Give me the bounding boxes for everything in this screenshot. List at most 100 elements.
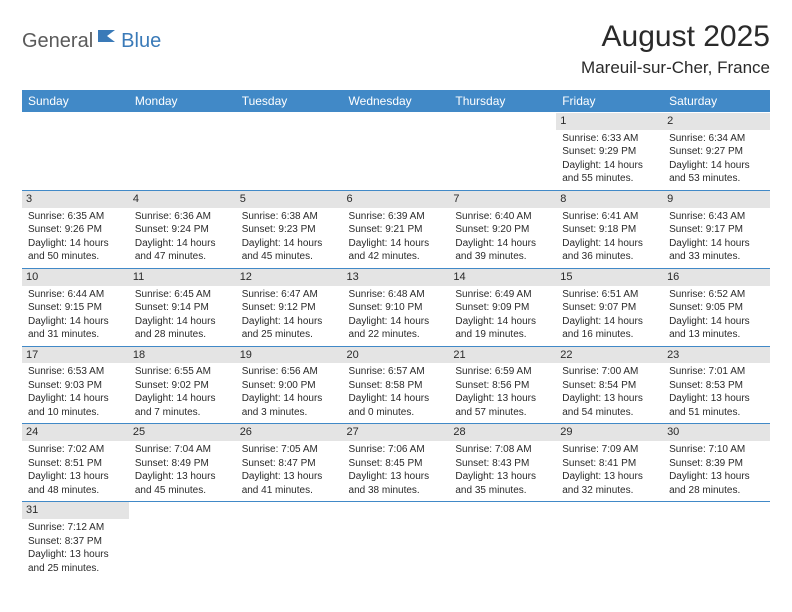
- daylight-line: Daylight: 14 hours: [135, 237, 230, 251]
- day-number: 11: [129, 269, 236, 286]
- day-number: 18: [129, 347, 236, 364]
- daylight-line: and 41 minutes.: [242, 484, 337, 498]
- weekday-header: Thursday: [449, 90, 556, 113]
- sunset-line: Sunset: 8:54 PM: [562, 379, 657, 393]
- calendar-cell: 1Sunrise: 6:33 AMSunset: 9:29 PMDaylight…: [556, 113, 663, 191]
- calendar-cell: 23Sunrise: 7:01 AMSunset: 8:53 PMDayligh…: [663, 346, 770, 424]
- calendar-cell-empty: [129, 113, 236, 191]
- sunrise-line: Sunrise: 6:35 AM: [28, 210, 123, 224]
- location-label: Mareuil-sur-Cher, France: [581, 58, 770, 78]
- calendar-cell: 27Sunrise: 7:06 AMSunset: 8:45 PMDayligh…: [343, 424, 450, 502]
- day-number: 30: [663, 424, 770, 441]
- sunrise-line: Sunrise: 7:00 AM: [562, 365, 657, 379]
- calendar-cell: 11Sunrise: 6:45 AMSunset: 9:14 PMDayligh…: [129, 268, 236, 346]
- sunset-line: Sunset: 9:17 PM: [669, 223, 764, 237]
- daylight-line: Daylight: 14 hours: [455, 315, 550, 329]
- daylight-line: Daylight: 14 hours: [455, 237, 550, 251]
- calendar-cell: 10Sunrise: 6:44 AMSunset: 9:15 PMDayligh…: [22, 268, 129, 346]
- daylight-line: Daylight: 14 hours: [669, 159, 764, 173]
- daylight-line: Daylight: 14 hours: [135, 392, 230, 406]
- sunrise-line: Sunrise: 7:04 AM: [135, 443, 230, 457]
- sunrise-line: Sunrise: 6:49 AM: [455, 288, 550, 302]
- calendar-row: 10Sunrise: 6:44 AMSunset: 9:15 PMDayligh…: [22, 268, 770, 346]
- sunset-line: Sunset: 8:56 PM: [455, 379, 550, 393]
- sunset-line: Sunset: 9:02 PM: [135, 379, 230, 393]
- calendar-cell: 9Sunrise: 6:43 AMSunset: 9:17 PMDaylight…: [663, 190, 770, 268]
- sunset-line: Sunset: 9:26 PM: [28, 223, 123, 237]
- day-number: 29: [556, 424, 663, 441]
- sunrise-line: Sunrise: 7:06 AM: [349, 443, 444, 457]
- sunset-line: Sunset: 9:03 PM: [28, 379, 123, 393]
- daylight-line: and 16 minutes.: [562, 328, 657, 342]
- day-number: 7: [449, 191, 556, 208]
- daylight-line: and 28 minutes.: [669, 484, 764, 498]
- daylight-line: and 25 minutes.: [28, 562, 123, 576]
- sunset-line: Sunset: 8:49 PM: [135, 457, 230, 471]
- calendar-cell-empty: [449, 502, 556, 579]
- calendar-cell: 14Sunrise: 6:49 AMSunset: 9:09 PMDayligh…: [449, 268, 556, 346]
- calendar-cell: 28Sunrise: 7:08 AMSunset: 8:43 PMDayligh…: [449, 424, 556, 502]
- calendar-row: 24Sunrise: 7:02 AMSunset: 8:51 PMDayligh…: [22, 424, 770, 502]
- daylight-line: and 32 minutes.: [562, 484, 657, 498]
- calendar-cell-empty: [449, 113, 556, 191]
- sunset-line: Sunset: 9:00 PM: [242, 379, 337, 393]
- sunset-line: Sunset: 8:53 PM: [669, 379, 764, 393]
- day-number: 23: [663, 347, 770, 364]
- daylight-line: and 42 minutes.: [349, 250, 444, 264]
- sunset-line: Sunset: 9:07 PM: [562, 301, 657, 315]
- daylight-line: and 22 minutes.: [349, 328, 444, 342]
- day-number: 25: [129, 424, 236, 441]
- daylight-line: and 53 minutes.: [669, 172, 764, 186]
- day-number: 1: [556, 113, 663, 130]
- daylight-line: Daylight: 14 hours: [242, 392, 337, 406]
- sunset-line: Sunset: 8:37 PM: [28, 535, 123, 549]
- calendar-cell: 26Sunrise: 7:05 AMSunset: 8:47 PMDayligh…: [236, 424, 343, 502]
- daylight-line: Daylight: 14 hours: [669, 315, 764, 329]
- calendar-cell: 7Sunrise: 6:40 AMSunset: 9:20 PMDaylight…: [449, 190, 556, 268]
- sunset-line: Sunset: 9:24 PM: [135, 223, 230, 237]
- weekday-header: Friday: [556, 90, 663, 113]
- calendar-cell: 6Sunrise: 6:39 AMSunset: 9:21 PMDaylight…: [343, 190, 450, 268]
- daylight-line: and 25 minutes.: [242, 328, 337, 342]
- daylight-line: Daylight: 14 hours: [349, 237, 444, 251]
- daylight-line: and 13 minutes.: [669, 328, 764, 342]
- sunrise-line: Sunrise: 6:36 AM: [135, 210, 230, 224]
- daylight-line: and 0 minutes.: [349, 406, 444, 420]
- sunset-line: Sunset: 9:05 PM: [669, 301, 764, 315]
- sunrise-line: Sunrise: 6:43 AM: [669, 210, 764, 224]
- sunrise-line: Sunrise: 6:34 AM: [669, 132, 764, 146]
- sunrise-line: Sunrise: 7:02 AM: [28, 443, 123, 457]
- daylight-line: and 51 minutes.: [669, 406, 764, 420]
- weekday-header: Sunday: [22, 90, 129, 113]
- sunrise-line: Sunrise: 7:10 AM: [669, 443, 764, 457]
- sunrise-line: Sunrise: 7:08 AM: [455, 443, 550, 457]
- calendar-cell: 8Sunrise: 6:41 AMSunset: 9:18 PMDaylight…: [556, 190, 663, 268]
- daylight-line: Daylight: 13 hours: [669, 470, 764, 484]
- title-block: August 2025 Mareuil-sur-Cher, France: [581, 20, 770, 78]
- weekday-header: Saturday: [663, 90, 770, 113]
- daylight-line: Daylight: 13 hours: [28, 548, 123, 562]
- day-number: 20: [343, 347, 450, 364]
- day-number: 9: [663, 191, 770, 208]
- sunrise-line: Sunrise: 6:38 AM: [242, 210, 337, 224]
- logo-text-blue: Blue: [121, 30, 161, 53]
- day-number: 27: [343, 424, 450, 441]
- calendar-row: 1Sunrise: 6:33 AMSunset: 9:29 PMDaylight…: [22, 113, 770, 191]
- calendar-table: SundayMondayTuesdayWednesdayThursdayFrid…: [22, 90, 770, 579]
- calendar-cell: 22Sunrise: 7:00 AMSunset: 8:54 PMDayligh…: [556, 346, 663, 424]
- daylight-line: and 45 minutes.: [242, 250, 337, 264]
- day-number: 22: [556, 347, 663, 364]
- sunset-line: Sunset: 9:15 PM: [28, 301, 123, 315]
- daylight-line: and 39 minutes.: [455, 250, 550, 264]
- daylight-line: and 28 minutes.: [135, 328, 230, 342]
- sunrise-line: Sunrise: 6:41 AM: [562, 210, 657, 224]
- calendar-cell: 2Sunrise: 6:34 AMSunset: 9:27 PMDaylight…: [663, 113, 770, 191]
- sunset-line: Sunset: 9:21 PM: [349, 223, 444, 237]
- daylight-line: Daylight: 14 hours: [349, 315, 444, 329]
- calendar-cell: 15Sunrise: 6:51 AMSunset: 9:07 PMDayligh…: [556, 268, 663, 346]
- calendar-cell: 18Sunrise: 6:55 AMSunset: 9:02 PMDayligh…: [129, 346, 236, 424]
- calendar-cell: 5Sunrise: 6:38 AMSunset: 9:23 PMDaylight…: [236, 190, 343, 268]
- daylight-line: Daylight: 14 hours: [562, 237, 657, 251]
- daylight-line: Daylight: 14 hours: [349, 392, 444, 406]
- day-number: 16: [663, 269, 770, 286]
